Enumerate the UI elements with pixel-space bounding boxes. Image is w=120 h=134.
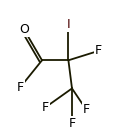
Text: I: I — [67, 18, 70, 31]
Text: F: F — [95, 44, 102, 57]
Text: O: O — [19, 23, 29, 36]
Text: F: F — [83, 103, 90, 116]
Text: F: F — [42, 101, 49, 114]
Text: F: F — [68, 117, 76, 130]
Text: F: F — [17, 81, 24, 94]
